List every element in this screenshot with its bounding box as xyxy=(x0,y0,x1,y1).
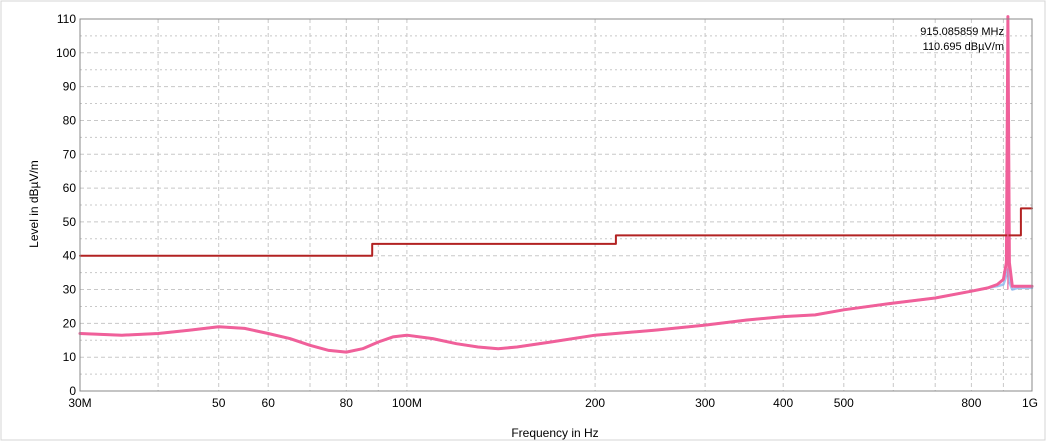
series-point-measurement xyxy=(550,341,552,343)
series-point-measurement xyxy=(1005,261,1008,264)
x-tick-label: 500 xyxy=(834,396,854,410)
peak-level-annotation: 110.695 dBµV/m xyxy=(923,41,1004,53)
series-point-measurement xyxy=(309,344,311,346)
series-point-measurement xyxy=(704,324,706,326)
series-point-measurement xyxy=(189,329,191,331)
series-point-measurement xyxy=(782,316,784,318)
x-axis-label: Frequency in Hz xyxy=(511,426,598,440)
series-point-measurement xyxy=(362,348,364,350)
x-tick-label: 300 xyxy=(695,396,715,410)
y-tick-label: 50 xyxy=(63,215,77,229)
series-point-measurement-secondary xyxy=(1002,283,1005,286)
series-point-measurement xyxy=(244,327,246,329)
y-tick-label: 90 xyxy=(63,80,77,94)
series-point-measurement xyxy=(289,338,291,340)
y-tick-label: 80 xyxy=(63,114,77,128)
series-point-measurement xyxy=(477,346,479,348)
series-line-limit xyxy=(79,207,1033,257)
series-point-measurement xyxy=(392,336,394,338)
series-point-measurement xyxy=(934,297,936,299)
y-tick-label: 110 xyxy=(57,12,76,26)
x-tick-label: 60 xyxy=(262,396,276,410)
series-point-measurement xyxy=(377,341,379,343)
series-point-measurement xyxy=(1017,285,1019,287)
x-tick-label: 400 xyxy=(773,396,793,410)
series-point-measurement xyxy=(594,334,596,336)
y-tick-label: 60 xyxy=(63,181,77,195)
series-point-measurement xyxy=(814,314,816,316)
series-point-measurement xyxy=(157,332,159,335)
series-point-measurement xyxy=(345,351,347,353)
x-tick-label: 50 xyxy=(212,396,226,410)
series-point-measurement xyxy=(892,302,894,304)
series-point-measurement xyxy=(996,283,998,286)
y-tick-label: 10 xyxy=(63,350,77,364)
x-tick-label: 30M xyxy=(68,396,91,410)
series-point-measurement xyxy=(1008,261,1011,264)
y-tick-label: 40 xyxy=(63,249,77,263)
series-point-measurement xyxy=(1002,278,1005,280)
y-axis-label: Level in dBµV/m xyxy=(27,160,41,248)
series-point-measurement xyxy=(497,348,499,350)
series-point-measurement-secondary xyxy=(1005,275,1008,277)
x-tick-label: 1G xyxy=(1022,396,1038,410)
series-point-measurement xyxy=(655,329,657,331)
series-point-measurement xyxy=(843,309,845,311)
series-point-measurement xyxy=(970,290,973,292)
y-tick-labels: 0 10 20 30 40 50 60 70 80 90 100 110 xyxy=(56,12,76,398)
series-point-measurement xyxy=(121,334,123,336)
series-point-measurement xyxy=(1007,16,1009,18)
peak-frequency-annotation: 915.085859 MHz xyxy=(920,26,1004,38)
y-tick-label: 70 xyxy=(63,147,77,161)
plot-border xyxy=(79,18,1033,392)
x-tick-label: 100M xyxy=(392,396,422,410)
y-tick-label: 20 xyxy=(63,316,77,330)
series-layer xyxy=(78,15,1034,354)
y-tick-label: 0 xyxy=(69,384,76,398)
series-point-measurement xyxy=(516,346,518,348)
y-tick-label: 100 xyxy=(56,46,76,60)
series-point-measurement xyxy=(406,334,408,336)
series-point-measurement xyxy=(455,343,457,345)
series-point-measurement-secondary xyxy=(1011,288,1013,291)
series-point-measurement xyxy=(218,326,220,328)
series-point-measurement xyxy=(1011,285,1013,287)
x-tick-labels: 30M 50 60 80 100M 200 300 400 500 800 1G xyxy=(68,396,1038,410)
x-tick-label: 800 xyxy=(961,396,981,410)
y-tick-label: 30 xyxy=(63,283,77,297)
x-tick-label: 80 xyxy=(340,396,354,410)
grid-layer xyxy=(80,19,1032,391)
series-point-measurement xyxy=(746,319,748,321)
series-point-measurement xyxy=(987,287,989,289)
series-point-measurement xyxy=(267,332,269,335)
series-point-measurement-secondary xyxy=(1008,282,1011,284)
series-line-measurement xyxy=(78,15,1034,354)
series-point-measurement xyxy=(328,349,330,351)
x-tick-label: 200 xyxy=(585,396,605,410)
series-point-measurement xyxy=(432,338,434,340)
